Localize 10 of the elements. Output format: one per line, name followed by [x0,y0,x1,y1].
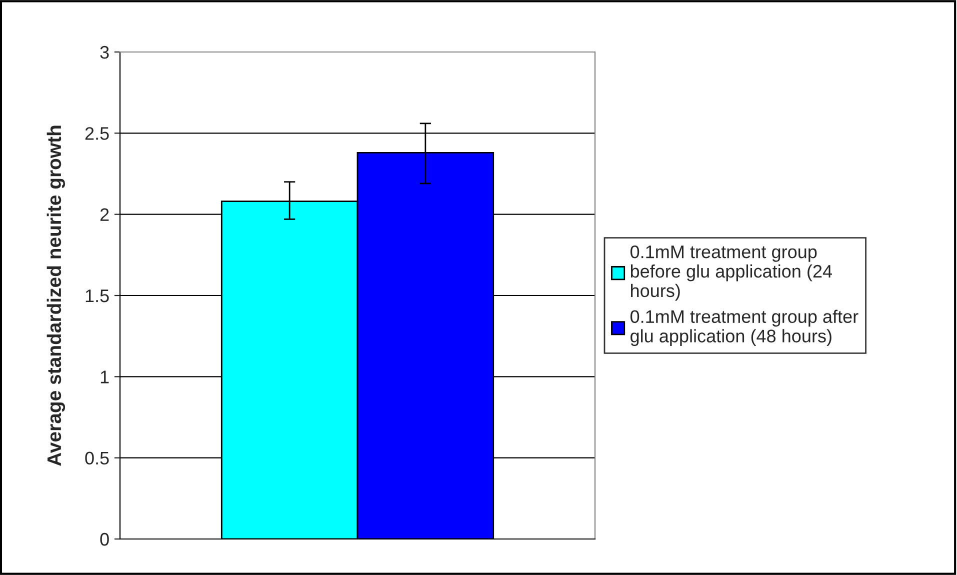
y-tick-label: 2.5 [85,127,109,140]
y-tick-label: 0 [100,532,109,546]
y-tick-label: 0.5 [85,452,109,465]
y-tick-label: 3 [100,46,109,59]
y-tick-label: 2 [100,208,109,221]
legend-label: 0.1mM treatment group after glu application (48 hours) [630,310,858,346]
y-tick-label: 1.5 [86,290,109,302]
legend-label: 0.1mM treatment group before glu application (24 hours) [630,245,832,301]
y-tick-label: 1 [100,370,109,384]
y-axis-title: Average standardized neurite growth [46,126,66,466]
